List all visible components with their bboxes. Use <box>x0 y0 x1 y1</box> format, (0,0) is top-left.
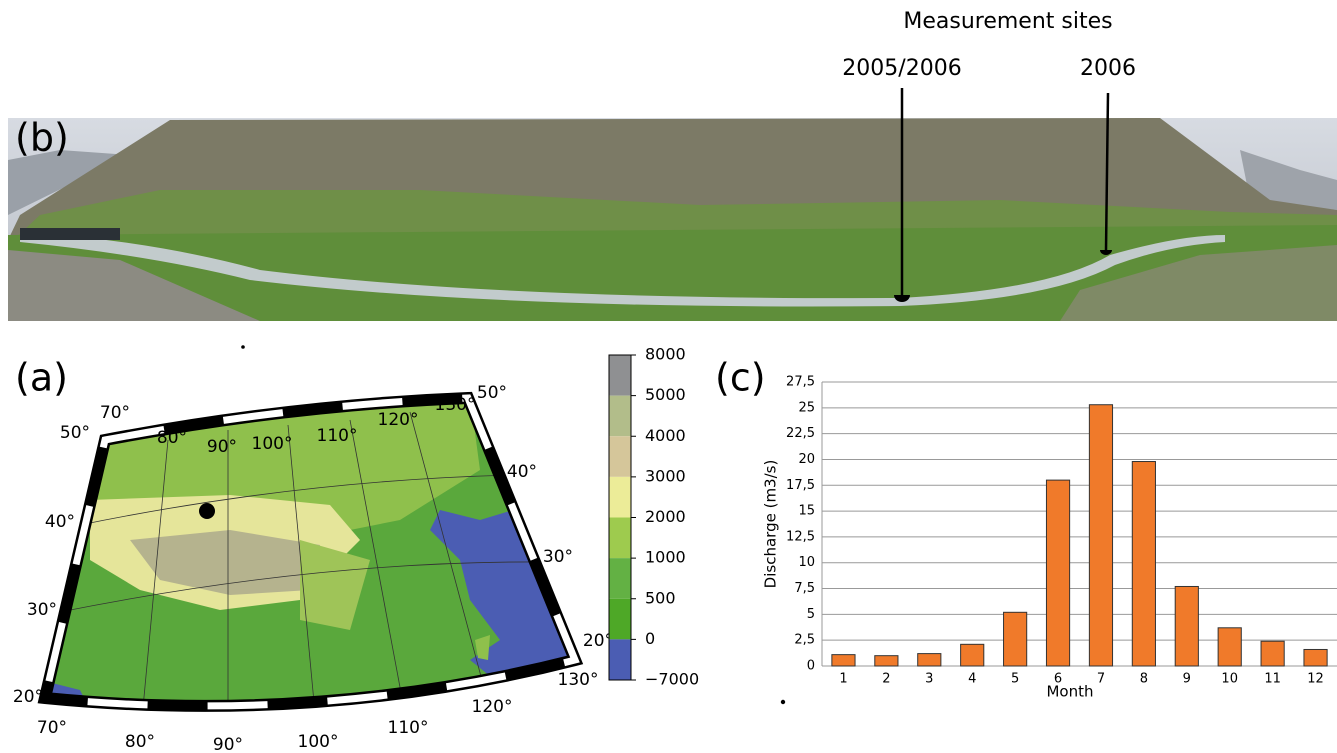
latitude-label: 40° <box>507 462 537 482</box>
y-tick-label: 2,5 <box>794 633 815 648</box>
x-axis-label: Month <box>1046 683 1093 701</box>
y-axis-label: Discharge (m3/s) <box>762 460 780 589</box>
colorbar-segment <box>609 639 631 680</box>
y-tick-label: 5 <box>807 607 815 622</box>
y-tick-label: 22,5 <box>786 426 815 441</box>
speck <box>780 699 786 705</box>
bar <box>1131 461 1156 667</box>
latitude-label: 30° <box>27 600 57 620</box>
y-tick-label: 25 <box>798 400 815 415</box>
x-tick-label: 11 <box>1264 672 1281 687</box>
longitude-label: 70° <box>37 718 67 738</box>
longitude-label: 80° <box>157 428 187 448</box>
colorbar-tick-label: 2000 <box>645 507 686 526</box>
colorbar-segment <box>609 517 631 559</box>
bar <box>917 653 942 667</box>
site-label: 2006 <box>1080 56 1136 81</box>
site-dot <box>199 503 215 519</box>
colorbar-segment <box>609 355 631 396</box>
latitude-label: 50° <box>60 423 90 443</box>
x-tick-label: 9 <box>1183 672 1191 687</box>
latitude-label: 30° <box>543 547 573 567</box>
colorbar-tick-label: 1000 <box>645 548 686 567</box>
x-tick-label: 2 <box>882 672 890 687</box>
panel-label: (b) <box>15 116 69 160</box>
longitude-label: 100° <box>298 732 339 752</box>
longitude-label: 110° <box>388 718 429 738</box>
y-tick-label: 12,5 <box>786 529 815 544</box>
map-frame <box>40 394 580 710</box>
site-pointer <box>1104 92 1110 251</box>
longitude-label: 120° <box>472 697 513 717</box>
longitude-label: 130° <box>435 395 476 415</box>
longitude-label: 120° <box>378 410 419 430</box>
y-tick-label: 15 <box>798 504 815 519</box>
latitude-label: 40° <box>45 512 75 532</box>
colorbar-tick-label: 0 <box>645 629 655 648</box>
panel-label: (a) <box>15 356 68 400</box>
longitude-label: 130° <box>558 670 599 690</box>
colorbar-tick-label: −7000 <box>645 670 699 689</box>
x-tick-label: 8 <box>1140 672 1148 687</box>
colorbar-tick-label: 8000 <box>645 345 686 364</box>
site-marker <box>894 295 910 302</box>
x-tick-label: 12 <box>1307 672 1324 687</box>
bar <box>1303 648 1328 667</box>
bar <box>874 655 899 667</box>
bar <box>1174 585 1199 667</box>
y-tick-label: 20 <box>798 452 815 467</box>
longitude-label: 110° <box>317 426 358 446</box>
colorbar-tick-label: 5000 <box>645 385 686 404</box>
colorbar-segment <box>609 558 631 599</box>
colorbar-tick-label: 500 <box>645 588 676 607</box>
y-tick-label: 27,5 <box>786 375 815 390</box>
colorbar-segment <box>609 598 631 640</box>
bar <box>1003 611 1028 667</box>
valley-photo <box>8 118 1337 321</box>
y-tick-label: 7,5 <box>794 581 815 596</box>
site-label: 2005/2006 <box>842 56 961 81</box>
panel-label: (c) <box>715 356 766 400</box>
x-tick-label: 1 <box>839 672 847 687</box>
x-tick-label: 7 <box>1097 672 1105 687</box>
graticule <box>59 411 549 706</box>
y-tick-label: 0 <box>807 659 815 674</box>
colorbar-segment <box>609 436 631 477</box>
x-tick-label: 3 <box>925 672 933 687</box>
bar <box>1045 479 1071 667</box>
colorbar-segment <box>609 395 631 437</box>
colorbar-tick-label: 4000 <box>645 426 686 445</box>
x-tick-label: 6 <box>1054 672 1062 687</box>
bar <box>1217 627 1242 667</box>
colorbar-segment <box>609 476 631 518</box>
longitude-label: 80° <box>125 732 155 752</box>
colorbar-tick-label: 3000 <box>645 466 686 485</box>
x-tick-label: 5 <box>1011 672 1019 687</box>
longitude-label: 100° <box>252 434 293 454</box>
bar <box>1260 640 1285 667</box>
latitude-label: 20° <box>583 631 613 651</box>
sites-heading: Measurement sites <box>903 9 1112 34</box>
x-tick-label: 10 <box>1221 672 1238 687</box>
longitude-label: 90° <box>207 437 237 457</box>
y-tick-label: 10 <box>798 555 815 570</box>
speck <box>241 345 245 349</box>
longitude-label: 70° <box>100 403 130 423</box>
bar <box>960 643 985 667</box>
x-tick-label: 4 <box>968 672 976 687</box>
site-marker <box>1100 250 1112 255</box>
bar <box>1088 404 1114 667</box>
y-tick-label: 17,5 <box>786 478 815 493</box>
longitude-label: 90° <box>213 735 243 753</box>
bar <box>831 654 856 667</box>
latitude-label: 20° <box>13 687 43 707</box>
latitude-label: 50° <box>477 383 507 403</box>
